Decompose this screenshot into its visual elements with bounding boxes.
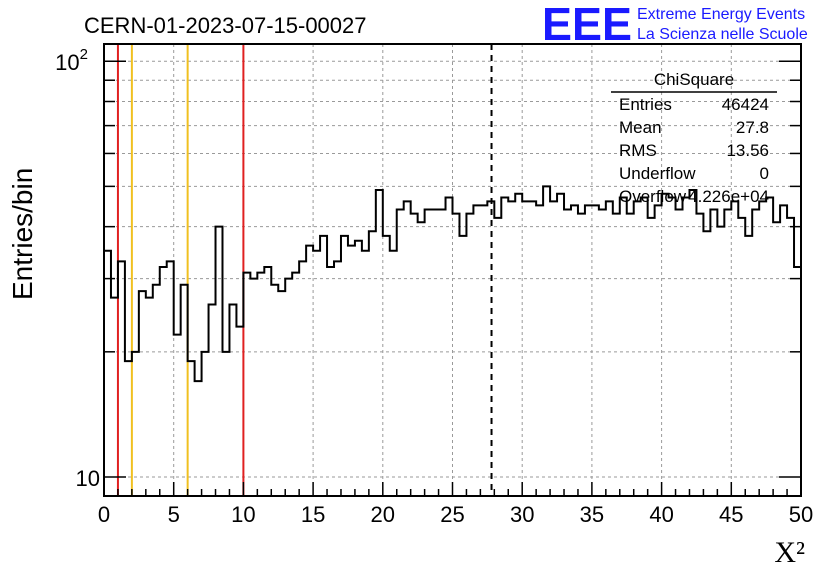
x-tick-label: 15 xyxy=(301,502,325,527)
stats-row-value: 4.226e+04 xyxy=(688,187,769,206)
eee-logo: EEE Extreme Energy Events La Scienza nel… xyxy=(542,0,808,50)
stats-row-label: Underflow xyxy=(619,164,696,183)
x-tick-label: 45 xyxy=(719,502,743,527)
stats-row-value: 27.8 xyxy=(736,118,769,137)
chart-title: CERN-01-2023-07-15-00027 xyxy=(84,13,367,38)
eee-logo-mark: EEE xyxy=(542,0,632,50)
x-tick-label: 5 xyxy=(168,502,180,527)
histogram-series xyxy=(104,185,801,383)
stats-row-value: 13.56 xyxy=(726,141,769,160)
x-tick-label: 35 xyxy=(580,502,604,527)
stats-row-label: Overflow xyxy=(619,187,687,206)
y-tick-label: 102 xyxy=(55,46,88,75)
x-tick-label: 20 xyxy=(371,502,395,527)
stats-rows: Entries 46424 Mean 27.8 RMS 13.56 Underflow 0 Ov… xyxy=(619,95,769,206)
stats-row-value: 0 xyxy=(760,164,769,183)
x-tick-label: 0 xyxy=(98,502,110,527)
grid-lines xyxy=(104,44,801,496)
x-tick-label: 25 xyxy=(440,502,464,527)
stats-box: ChiSquare Entries 46424 Mean 27.8 RMS 13.56 Un… xyxy=(611,70,777,206)
x-tick-label: 50 xyxy=(789,502,813,527)
x-tick-label: 10 xyxy=(231,502,255,527)
x-axis-label: X² xyxy=(774,536,805,569)
logo-line-1: Extreme Energy Events xyxy=(637,6,805,23)
histogram-line xyxy=(104,185,801,383)
stats-row-value: 46424 xyxy=(722,95,769,114)
x-tick-label: 40 xyxy=(649,502,673,527)
axis-ticks xyxy=(103,60,802,496)
stats-row-label: RMS xyxy=(619,141,657,160)
stats-row-label: Entries xyxy=(619,95,672,114)
x-tick-label: 30 xyxy=(510,502,534,527)
y-tick-labels: 10 102 xyxy=(55,46,100,491)
stats-box-title: ChiSquare xyxy=(654,70,734,89)
reference-lines xyxy=(116,44,493,496)
x-tick-labels: 0 5 10 15 20 25 30 35 40 45 50 xyxy=(98,502,813,527)
stats-row-label: Mean xyxy=(619,118,662,137)
logo-line-2: La Scienza nelle Scuole xyxy=(637,26,808,43)
y-tick-label: 10 xyxy=(76,466,100,491)
y-axis-label: Entries/bin xyxy=(7,168,38,300)
